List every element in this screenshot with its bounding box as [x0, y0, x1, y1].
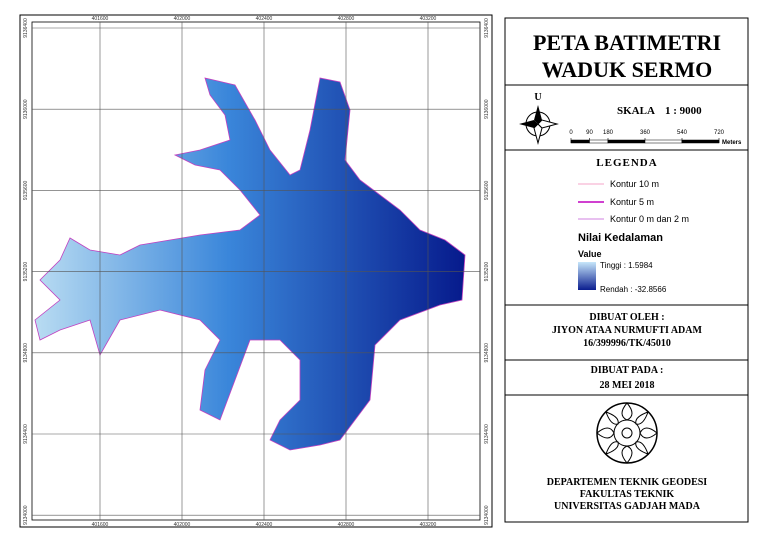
scale-segment	[570, 139, 590, 144]
y-tick-label: 9134400	[484, 424, 490, 444]
x-tick-label: 401600	[92, 522, 109, 528]
scale-label: SKALA	[617, 105, 655, 117]
made-by-name: JIYON ATAA NURMUFTI ADAM	[552, 325, 702, 336]
scale-unit: Meters	[722, 140, 742, 146]
made-on-date: 28 MEI 2018	[600, 380, 655, 391]
scale-segment	[644, 139, 683, 144]
made-by-label: DIBUAT OLEH :	[589, 312, 664, 323]
legend-item: Kontur 0 m dan 2 m	[610, 214, 689, 224]
x-tick-label: 402400	[256, 16, 273, 22]
made-by-id: 16/399996/TK/45010	[583, 338, 671, 349]
x-tick-label: 402400	[256, 522, 273, 528]
title-line: WADUK SERMO	[542, 57, 713, 82]
made-on-label: DIBUAT PADA :	[591, 365, 664, 376]
y-tick-label: 9135200	[23, 262, 29, 282]
legend-item: Kontur 10 m	[610, 179, 659, 189]
legend-item: Kontur 5 m	[610, 197, 654, 207]
y-tick-label: 9134000	[23, 505, 29, 525]
reservoir	[34, 77, 466, 451]
y-tick-label: 9134400	[23, 424, 29, 444]
institution-line: UNIVERSITAS GADJAH MADA	[554, 501, 701, 512]
scale-tick-label: 0	[569, 130, 573, 136]
x-tick-label: 403200	[420, 16, 437, 22]
y-tick-label: 9135600	[484, 180, 490, 200]
y-tick-label: 9135600	[23, 180, 29, 200]
x-tick-label: 401600	[92, 16, 109, 22]
y-tick-label: 9134000	[484, 505, 490, 525]
scale-segment	[681, 139, 720, 144]
x-tick-label: 403200	[420, 522, 437, 528]
title-line: PETA BATIMETRI	[533, 30, 721, 55]
y-tick-label: 9136000	[484, 99, 490, 119]
y-tick-label: 9134800	[484, 343, 490, 363]
scale-tick-label: 720	[714, 130, 725, 136]
y-tick-label: 9136000	[23, 99, 29, 119]
scale-segment	[589, 139, 609, 144]
university-logo	[596, 402, 658, 464]
y-tick-label: 9135200	[484, 262, 490, 282]
y-tick-label: 9136400	[484, 18, 490, 38]
scale-tick-label: 180	[603, 130, 614, 136]
x-tick-label: 402800	[338, 16, 355, 22]
north-label: U	[534, 92, 541, 103]
legend-title: LEGENDA	[596, 157, 657, 169]
info-panel	[504, 17, 749, 523]
y-tick-label: 9134800	[23, 343, 29, 363]
scale-ratio: 1 : 9000	[665, 105, 702, 117]
map-frame	[19, 14, 493, 528]
x-tick-label: 402000	[174, 16, 191, 22]
institution-line: DEPARTEMEN TEKNIK GEODESI	[547, 477, 708, 488]
x-tick-label: 402800	[338, 522, 355, 528]
x-tick-label: 402000	[174, 522, 191, 528]
y-tick-label: 9136400	[23, 18, 29, 38]
institution-line: FAKULTAS TEKNIK	[580, 489, 675, 500]
north-arrow	[519, 105, 559, 145]
scale-tick-label: 540	[677, 130, 688, 136]
scale-tick-label: 360	[640, 130, 651, 136]
scale-segment	[607, 139, 646, 144]
raster-low: Rendah : -32.8566	[600, 285, 667, 294]
raster-title: Nilai Kedalaman	[578, 232, 663, 244]
scale-tick-label: 90	[586, 130, 593, 136]
raster-field: Value	[578, 249, 602, 259]
depth-ramp	[578, 262, 596, 290]
raster-high: Tinggi : 1.5984	[600, 261, 653, 270]
